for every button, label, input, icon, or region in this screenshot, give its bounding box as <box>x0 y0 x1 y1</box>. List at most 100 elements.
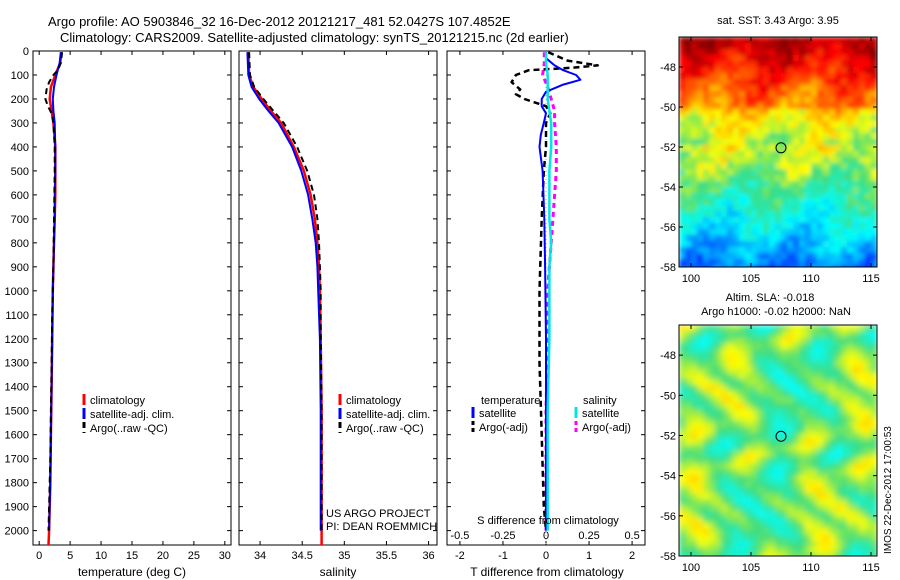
sst-cell <box>775 163 782 170</box>
sla-cell <box>751 349 758 356</box>
sla-cell <box>823 397 830 404</box>
sla-cell <box>847 469 854 476</box>
sla-cell <box>775 391 782 398</box>
sla-cell <box>685 481 692 488</box>
sst-cell <box>817 103 824 110</box>
sst-cell <box>859 109 866 116</box>
salinity-series-line <box>246 52 322 531</box>
sla-cell <box>769 529 776 536</box>
salinity-x-axis: 34 34.5 35 35.5 36 <box>254 51 435 562</box>
sst-cell <box>769 247 776 254</box>
depth-tick-label: 0 <box>23 46 29 58</box>
sst-cell <box>811 43 818 50</box>
sst-cell <box>841 229 848 236</box>
sla-cell <box>757 469 764 476</box>
sla-cell <box>793 451 800 458</box>
sla-cell <box>757 427 764 434</box>
sla-cell <box>823 457 830 464</box>
sla-cell <box>811 553 818 556</box>
sst-cell <box>817 247 824 254</box>
sst-cell <box>763 235 770 242</box>
sla-cell <box>769 325 776 332</box>
sla-cell <box>805 475 812 482</box>
sla-cell <box>805 343 812 350</box>
sla-cell <box>703 511 710 518</box>
sla-cell <box>799 331 806 338</box>
sla-cell <box>823 517 830 524</box>
sst-cell <box>745 169 752 176</box>
sst-cell <box>769 55 776 62</box>
sst-cell <box>733 61 740 68</box>
sla-cell <box>769 421 776 428</box>
sla-cell <box>847 331 854 338</box>
sla-cell <box>757 457 764 464</box>
sst-cell <box>799 91 806 98</box>
sst-cell <box>709 259 716 266</box>
sla-cell <box>829 367 836 374</box>
sst-cell <box>871 151 877 158</box>
sla-cell <box>811 523 818 530</box>
sla-cell <box>865 325 872 332</box>
sst-cell <box>799 139 806 146</box>
sst-cell <box>715 49 722 56</box>
sla-cell <box>703 325 710 332</box>
sla-cell <box>739 493 746 500</box>
sst-cell <box>835 175 842 182</box>
sla-cell <box>829 385 836 392</box>
sla-cell <box>679 379 686 386</box>
depth-tick-label: 600 <box>11 190 29 202</box>
sst-cell <box>781 79 788 86</box>
sla-cell <box>793 457 800 464</box>
sst-cell <box>871 259 877 266</box>
sst-cell <box>709 217 716 224</box>
sst-cell <box>721 79 728 86</box>
sst-cell <box>757 241 764 248</box>
sla-cell <box>781 427 788 434</box>
sla-cell <box>805 391 812 398</box>
sst-cell <box>829 79 836 86</box>
sst-cell <box>823 211 830 218</box>
sst-cell <box>781 43 788 50</box>
sst-cell <box>751 175 758 182</box>
sla-cell <box>841 349 848 356</box>
sla-cell <box>787 481 794 488</box>
sla-cell <box>769 379 776 386</box>
sst-cell <box>823 79 830 86</box>
sst-cell <box>847 127 854 134</box>
sst-cell <box>865 241 872 248</box>
sst-cell <box>859 139 866 146</box>
sst-cell <box>733 175 740 182</box>
sst-cell <box>727 235 734 242</box>
sla-cell <box>763 439 770 446</box>
sst-cell <box>715 259 722 266</box>
sla-cell <box>781 517 788 524</box>
sla-cell <box>733 379 740 386</box>
sla-cell <box>865 457 872 464</box>
sst-cell <box>763 175 770 182</box>
sla-cell <box>763 361 770 368</box>
sst-cell <box>745 181 752 188</box>
sla-cell <box>775 481 782 488</box>
sla-cell <box>745 337 752 344</box>
sst-cell <box>763 151 770 158</box>
salinity-x-tick-label: -0.25 <box>490 530 515 542</box>
sla-cell <box>727 463 734 470</box>
sla-cell <box>733 367 740 374</box>
sst-cell <box>739 247 746 254</box>
sst-cell <box>691 205 698 212</box>
sla-cell <box>835 511 842 518</box>
sst-cell <box>871 67 877 74</box>
difference-series-line <box>541 52 558 531</box>
sla-cell <box>871 355 877 362</box>
sst-cell <box>847 187 854 194</box>
figure-title-line2: Climatology: CARS2009. Satellite-adjuste… <box>60 30 569 45</box>
sla-cell <box>853 325 860 332</box>
sla-cell <box>793 403 800 410</box>
sst-cell <box>811 85 818 92</box>
sst-cell <box>697 37 704 44</box>
sla-cell <box>757 445 764 452</box>
sst-cell <box>817 121 824 128</box>
sla-cell <box>769 535 776 542</box>
sst-cell <box>811 223 818 230</box>
sla-cell <box>859 469 866 476</box>
